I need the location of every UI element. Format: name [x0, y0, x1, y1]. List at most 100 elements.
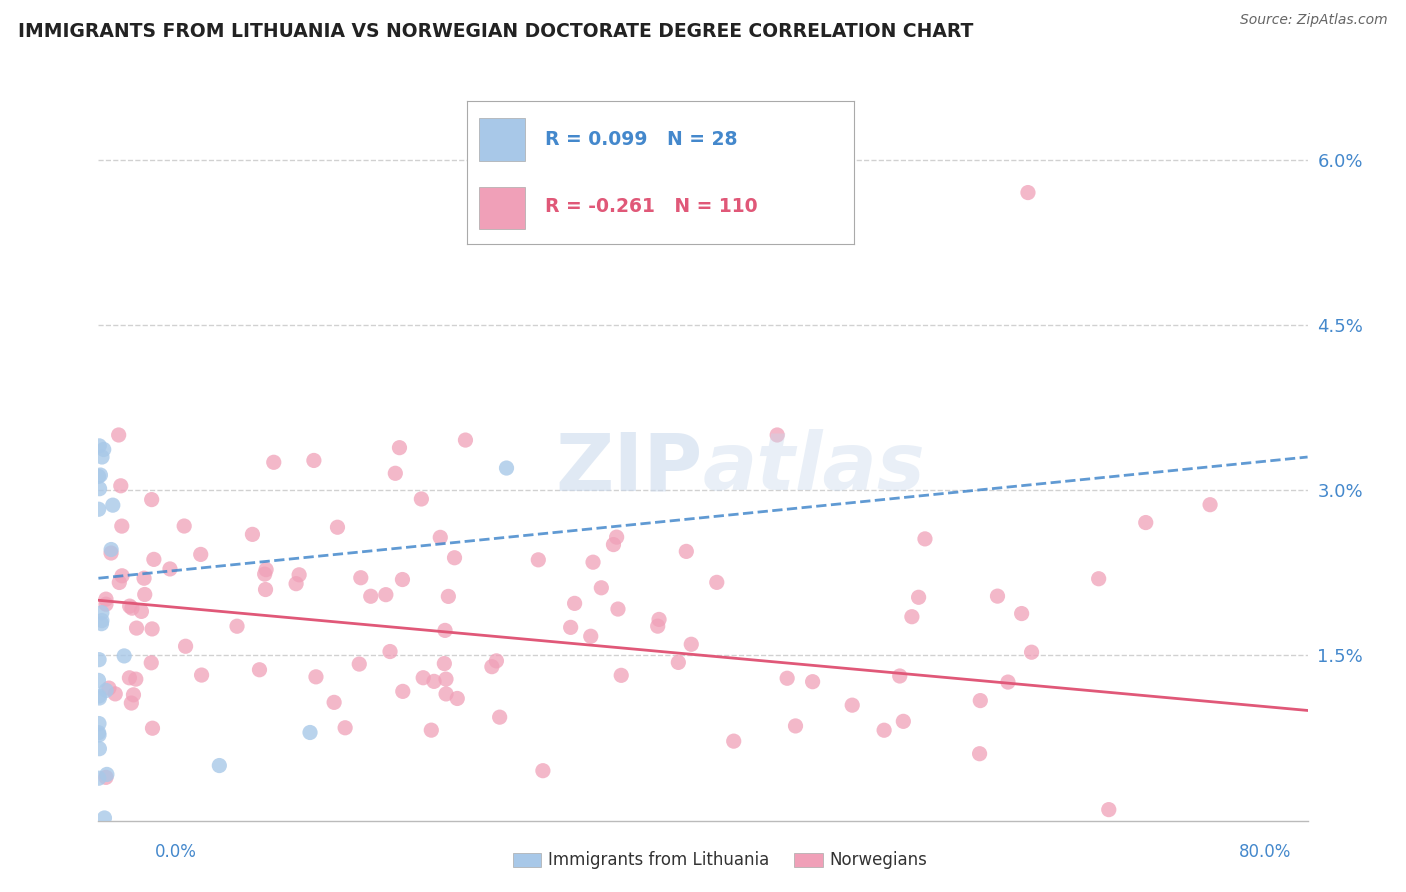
- Point: [141, 721, 163, 735]
- Point: [495, 461, 517, 475]
- Point: [433, 657, 456, 671]
- Point: [302, 453, 325, 467]
- Point: [305, 670, 328, 684]
- Point: [89, 468, 111, 483]
- Point: [531, 764, 554, 778]
- Point: [333, 721, 356, 735]
- Point: [378, 644, 401, 658]
- Point: [776, 671, 799, 685]
- Point: [873, 723, 896, 738]
- Point: [173, 519, 195, 533]
- Point: [1021, 645, 1043, 659]
- Point: [527, 553, 550, 567]
- Point: [254, 582, 277, 597]
- Point: [434, 687, 457, 701]
- Point: [208, 758, 231, 772]
- Point: [706, 575, 728, 590]
- Point: [254, 563, 277, 577]
- Point: [87, 716, 110, 731]
- Point: [93, 811, 115, 825]
- Point: [285, 576, 308, 591]
- Point: [87, 502, 110, 516]
- Point: [159, 562, 181, 576]
- Point: [607, 602, 630, 616]
- Point: [87, 653, 110, 667]
- Point: [87, 689, 110, 703]
- Point: [112, 648, 135, 663]
- Point: [87, 673, 110, 688]
- Point: [263, 455, 285, 469]
- Point: [434, 624, 457, 638]
- Point: [1199, 498, 1222, 512]
- Point: [785, 719, 807, 733]
- Point: [118, 599, 141, 614]
- Point: [104, 687, 127, 701]
- Point: [190, 548, 212, 562]
- Point: [423, 674, 446, 689]
- Point: [610, 668, 633, 682]
- Point: [481, 659, 503, 673]
- Point: [94, 683, 117, 698]
- Point: [97, 681, 120, 695]
- Point: [326, 520, 349, 534]
- Point: [1087, 572, 1109, 586]
- Point: [420, 723, 443, 738]
- Point: [89, 691, 111, 706]
- Point: [666, 656, 689, 670]
- Point: [253, 567, 276, 582]
- Point: [391, 573, 413, 587]
- Point: [122, 688, 145, 702]
- Point: [648, 612, 671, 626]
- Point: [437, 590, 460, 604]
- Point: [454, 433, 477, 447]
- Point: [323, 695, 346, 709]
- Point: [94, 597, 117, 611]
- Point: [90, 616, 112, 631]
- Point: [1011, 607, 1033, 621]
- Point: [907, 591, 929, 605]
- Point: [485, 654, 508, 668]
- Point: [606, 530, 628, 544]
- Text: Norwegians: Norwegians: [830, 851, 928, 869]
- Point: [226, 619, 249, 633]
- Point: [766, 428, 789, 442]
- Point: [93, 442, 115, 457]
- Point: [120, 696, 142, 710]
- Text: ZIP: ZIP: [555, 429, 703, 508]
- Text: Source: ZipAtlas.com: Source: ZipAtlas.com: [1240, 13, 1388, 28]
- Point: [100, 542, 122, 557]
- Text: atlas: atlas: [703, 429, 925, 508]
- Point: [87, 725, 110, 739]
- Text: 80.0%: 80.0%: [1239, 843, 1292, 861]
- Point: [429, 530, 451, 544]
- Point: [87, 469, 110, 483]
- Point: [141, 656, 163, 670]
- Point: [349, 657, 371, 671]
- Point: [100, 546, 122, 560]
- Point: [125, 621, 148, 635]
- Point: [89, 439, 111, 453]
- Point: [412, 671, 434, 685]
- Point: [443, 550, 465, 565]
- Point: [131, 604, 153, 618]
- Point: [914, 532, 936, 546]
- Point: [384, 467, 406, 481]
- Point: [108, 575, 131, 590]
- Point: [723, 734, 745, 748]
- Point: [374, 588, 396, 602]
- Point: [591, 581, 613, 595]
- Point: [360, 589, 382, 603]
- Point: [96, 767, 118, 781]
- Point: [94, 592, 117, 607]
- Point: [125, 672, 148, 686]
- Point: [90, 606, 112, 620]
- Point: [488, 710, 510, 724]
- Point: [801, 674, 824, 689]
- Point: [602, 538, 624, 552]
- Point: [411, 491, 433, 506]
- Point: [560, 620, 582, 634]
- Point: [388, 441, 411, 455]
- Point: [579, 629, 602, 643]
- Point: [89, 482, 111, 496]
- Point: [111, 519, 134, 533]
